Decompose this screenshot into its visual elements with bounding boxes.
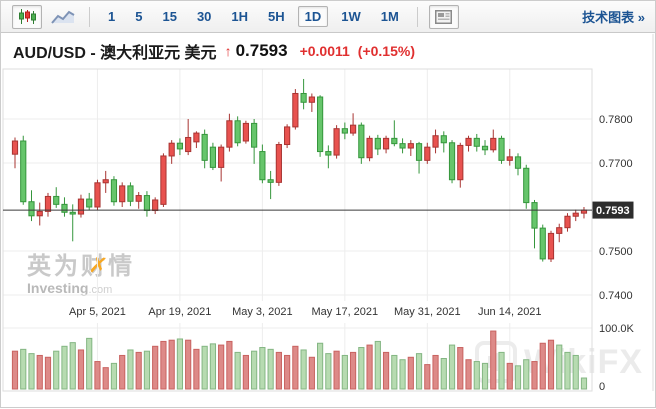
instrument-title: AUD/USD - 澳大利亚元 美元 xyxy=(13,45,217,62)
investing-watermark: 英为财情 ✗ Investing.com xyxy=(27,251,135,296)
timeframe-5[interactable]: 5 xyxy=(128,6,149,27)
timeframe-5h[interactable]: 5H xyxy=(261,6,292,27)
candlestick-icon xyxy=(18,9,36,24)
svg-text:0: 0 xyxy=(599,381,605,393)
line-chart-icon xyxy=(51,10,75,24)
instrument-header: AUD/USD - 澳大利亚元 美元 ↑ 0.7593 +0.0011 (+0.… xyxy=(1,34,415,68)
timeframe-1m[interactable]: 1M xyxy=(374,6,406,27)
x-axis-labels: Apr 5, 2021 Apr 19, 2021 May 3, 2021 May 17… xyxy=(69,306,542,318)
timeframe-1[interactable]: 1 xyxy=(101,6,122,27)
svg-text:0.7500: 0.7500 xyxy=(599,246,633,258)
timeframe-1w[interactable]: 1W xyxy=(334,6,368,27)
svg-text:Apr 19, 2021: Apr 19, 2021 xyxy=(148,306,211,318)
last-price: 0.7593 xyxy=(235,41,288,60)
timeframe-1d-selected[interactable]: 1D xyxy=(297,6,329,27)
toolbar-separator xyxy=(89,6,90,27)
price-up-arrow-icon: ↑ xyxy=(224,43,232,59)
chart-toolbar: 1 5 15 30 1H 5H 1D 1W 1M 技术图表 » xyxy=(1,1,655,33)
news-panel-icon xyxy=(435,9,453,24)
news-panel-button[interactable] xyxy=(428,4,459,29)
candlestick-series xyxy=(11,78,588,262)
svg-text:0.7800: 0.7800 xyxy=(599,114,633,126)
volume-series xyxy=(11,330,588,390)
line-chart-type-button[interactable] xyxy=(48,5,78,29)
plot-border xyxy=(2,34,654,392)
svg-text:May 3, 2021: May 3, 2021 xyxy=(232,306,293,318)
svg-text:0.7593: 0.7593 xyxy=(596,205,630,217)
svg-text:May 31, 2021: May 31, 2021 xyxy=(394,306,461,318)
svg-text:100.0K: 100.0K xyxy=(599,323,635,335)
svg-text:0.7700: 0.7700 xyxy=(599,158,633,170)
candlestick-chart-type-button[interactable] xyxy=(12,4,42,29)
toolbar-separator xyxy=(416,6,418,27)
investing-watermark-en: Investing.com xyxy=(27,280,113,296)
svg-text:0.7400: 0.7400 xyxy=(599,290,633,302)
svg-text:Jun 14, 2021: Jun 14, 2021 xyxy=(478,306,542,318)
svg-text:Apr 5, 2021: Apr 5, 2021 xyxy=(69,306,126,318)
timeframe-1h[interactable]: 1H xyxy=(224,6,255,27)
timeframe-15[interactable]: 15 xyxy=(155,6,183,27)
price-change: +0.0011 xyxy=(299,43,350,59)
technical-chart-link[interactable]: 技术图表 » xyxy=(582,10,645,25)
investing-watermark-cn: 英为财情 ✗ xyxy=(27,251,135,280)
current-price-tag: 0.7593 xyxy=(592,201,634,219)
timeframe-30[interactable]: 30 xyxy=(190,6,218,27)
svg-text:May 17, 2021: May 17, 2021 xyxy=(312,306,379,318)
price-change-percent: (+0.15%) xyxy=(357,43,415,59)
y-axis-labels: 0.7800 0.7700 0.7500 0.7400 100.0K 0 xyxy=(599,114,635,393)
